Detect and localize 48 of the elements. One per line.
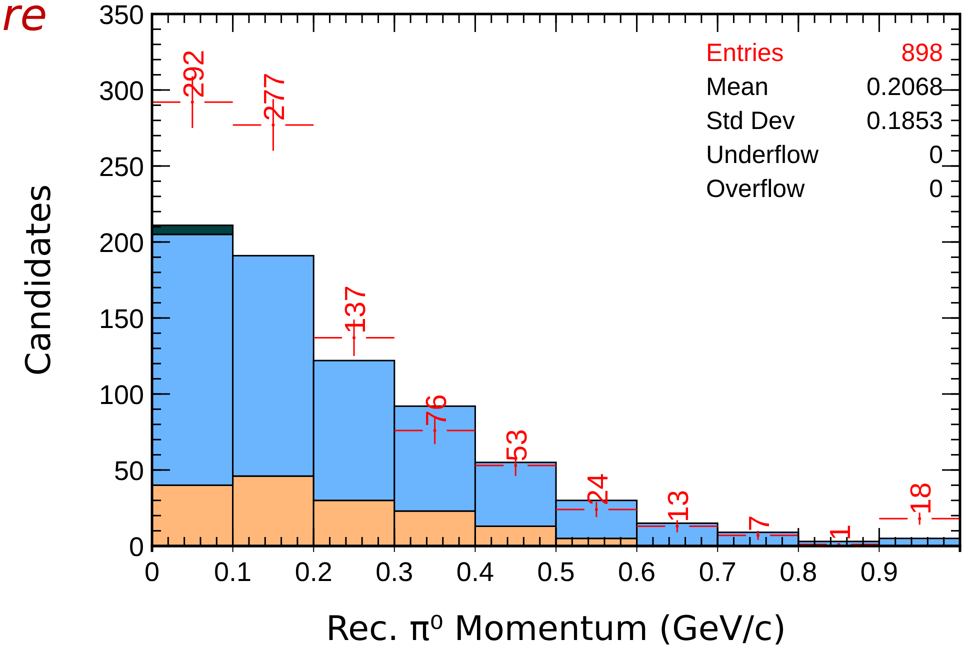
annotation: 0 <box>929 175 943 203</box>
x-tick-label: 0.6 <box>618 557 656 588</box>
data-label: 277 <box>259 72 292 121</box>
y-tick-label: 150 <box>98 304 144 334</box>
data-label: 18 <box>906 482 938 515</box>
y-tick-label: 250 <box>98 152 144 182</box>
annotation: 0 <box>929 141 943 169</box>
x-tick-label: 0.7 <box>698 557 736 588</box>
y-tick-label: 300 <box>98 76 144 106</box>
x-tick-label: 0.2 <box>294 557 332 588</box>
y-tick-label: 350 <box>98 0 144 30</box>
x-tick-label: 0.3 <box>376 557 414 588</box>
annotation: Mean <box>706 73 769 101</box>
annotation: Underflow <box>706 141 820 169</box>
point <box>918 517 922 520</box>
point <box>594 508 598 512</box>
data-label: 7 <box>744 515 776 532</box>
annotation: Overflow <box>706 175 806 203</box>
y-tick-label: 50 <box>114 456 144 486</box>
x-tick-label: 0.5 <box>537 557 575 588</box>
x-tick-label: 0.1 <box>214 557 252 588</box>
y-axis-title: Candidates <box>19 184 59 376</box>
y-tick-label: 200 <box>98 228 144 258</box>
point <box>433 428 436 432</box>
x-tick-label: 0.9 <box>860 557 898 588</box>
annotation: 898 <box>901 39 943 67</box>
annotation: 0.1853 <box>866 107 943 135</box>
text: re <box>2 0 48 41</box>
y-tick-label: 0 <box>128 532 144 562</box>
point <box>352 336 356 340</box>
data-label: 53 <box>502 429 534 462</box>
point <box>272 123 275 126</box>
data-label: 24 <box>582 473 614 506</box>
x-tick-label: 0.8 <box>780 557 818 588</box>
y-tick-label: 100 <box>98 380 144 410</box>
annotation: Entries <box>706 39 784 67</box>
annotation: 0.2068 <box>866 73 943 101</box>
point <box>676 524 679 528</box>
data-label: 76 <box>420 394 453 426</box>
x-tick-label: 0.4 <box>456 557 494 588</box>
data-label: 292 <box>178 50 210 98</box>
point <box>514 464 518 467</box>
x-axis-title: Rec. π⁰ Momentum (GeV/c) <box>326 609 786 649</box>
data-label: 13 <box>663 490 696 522</box>
data-label: 1 <box>824 524 857 540</box>
data-label: 137 <box>340 285 372 334</box>
annotation: Std Dev <box>706 107 796 135</box>
point <box>190 100 194 104</box>
